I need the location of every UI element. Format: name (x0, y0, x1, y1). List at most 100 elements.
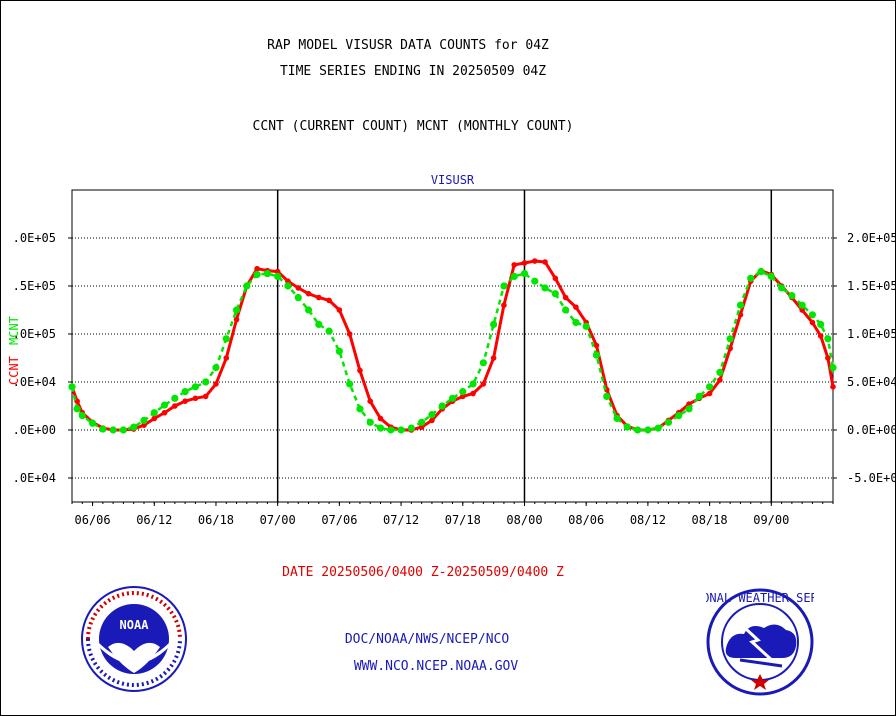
y-tick-label-left: .0E+04 (13, 375, 56, 389)
data-point-mcnt (777, 284, 786, 292)
data-point-mcnt (119, 426, 128, 434)
data-point-ccnt (490, 355, 497, 361)
data-point-ccnt (305, 290, 312, 297)
data-point-mcnt (222, 335, 230, 343)
noaa-logo-text: NOAA (120, 618, 150, 632)
x-tick-label: 09/00 (753, 513, 789, 527)
data-point-ccnt (531, 258, 538, 264)
x-tick-label: 06/12 (136, 513, 172, 527)
x-tick-label: 07/18 (445, 513, 481, 527)
data-point-ccnt (717, 377, 723, 383)
data-point-mcnt (284, 282, 292, 290)
data-point-mcnt (304, 306, 313, 314)
website-url: WWW.NCO.NCEP.NOAA.GOV (353, 659, 519, 674)
data-point-ccnt (274, 268, 281, 275)
x-tick-label: 08/12 (630, 513, 666, 527)
data-point-mcnt (623, 423, 631, 431)
data-point-mcnt (418, 418, 426, 426)
data-point-mcnt (824, 335, 832, 343)
left-axis-label-ccnt: CCNT (7, 356, 21, 385)
plot-area (71, 189, 834, 503)
data-point-ccnt (429, 417, 435, 424)
y-tick-label-left: .0E+05 (13, 327, 56, 341)
chart-title-line1: RAP MODEL VISUSR DATA COUNTS for 04Z (267, 38, 549, 53)
data-point-mcnt (232, 306, 241, 314)
data-point-ccnt (336, 307, 343, 313)
y-tick-label-right: 0.0E+00 (847, 423, 896, 437)
data-point-mcnt (808, 311, 817, 319)
data-point-mcnt (315, 320, 323, 328)
data-point-ccnt (552, 275, 559, 282)
data-point-ccnt (172, 403, 178, 409)
data-point-ccnt (326, 297, 332, 304)
data-point-ccnt (562, 294, 569, 301)
data-point-mcnt (171, 394, 179, 402)
data-point-mcnt (212, 364, 220, 372)
data-point-ccnt (151, 415, 158, 422)
data-point-mcnt (603, 392, 611, 400)
data-point-ccnt (141, 422, 147, 429)
date-range-label: DATE 20250506/0400 Z-20250509/0400 Z (282, 565, 564, 580)
data-point-ccnt (593, 342, 600, 349)
data-point-mcnt (695, 392, 703, 400)
data-point-ccnt (573, 304, 579, 310)
data-point-mcnt (274, 272, 282, 280)
data-point-mcnt (675, 412, 683, 420)
data-point-mcnt (767, 272, 775, 280)
data-point-mcnt (562, 306, 570, 314)
data-point-ccnt (830, 384, 836, 390)
data-point-mcnt (459, 388, 467, 396)
data-point-mcnt (829, 364, 837, 372)
data-point-ccnt (377, 415, 384, 422)
data-point-ccnt (254, 265, 260, 272)
x-tick-label: 06/06 (75, 513, 111, 527)
data-point-mcnt (798, 301, 806, 309)
data-point-mcnt (130, 423, 138, 431)
data-point-mcnt (716, 368, 724, 376)
x-tick-label: 07/12 (383, 513, 419, 527)
x-tick-label: 07/06 (321, 513, 357, 527)
data-point-mcnt (736, 301, 745, 309)
data-point-ccnt (542, 259, 548, 265)
data-point-mcnt (88, 419, 97, 427)
y-tick-label-left: .0E+04 (13, 471, 56, 485)
data-point-mcnt (346, 380, 354, 388)
data-point-ccnt (799, 307, 805, 313)
y-tick-label-right: 5.0E+04 (847, 375, 896, 389)
data-point-mcnt (520, 269, 529, 278)
y-tick-label-left: .5E+05 (13, 279, 56, 293)
y-tick-label-right: 2.0E+05 (847, 231, 896, 245)
data-point-mcnt (551, 290, 559, 298)
data-point-ccnt (480, 381, 487, 387)
data-point-mcnt (407, 424, 415, 432)
chart-svg: VISUSR .0E+04 -5.0E+04 .0E+00 0.0E+00 .0E+04 5… (7, 173, 896, 527)
data-point-mcnt (448, 394, 457, 402)
y-tick-label-right: 1.5E+05 (847, 279, 896, 293)
nws-logo: NATIONAL WEATHER SERVICE (706, 588, 814, 696)
data-point-mcnt (726, 335, 734, 343)
data-point-mcnt (387, 426, 395, 434)
data-point-ccnt (501, 302, 507, 309)
data-point-ccnt (418, 424, 425, 430)
data-point-ccnt (470, 390, 476, 397)
data-point-ccnt (706, 390, 713, 397)
x-tick-label: 08/06 (568, 513, 604, 527)
data-point-mcnt (68, 383, 76, 391)
data-point-mcnt (747, 274, 755, 282)
data-point-ccnt (346, 331, 353, 337)
data-point-ccnt (521, 260, 528, 266)
data-point-mcnt (788, 292, 796, 300)
data-point-ccnt (357, 367, 363, 374)
org-line: DOC/NOAA/NWS/NCEP/NCO (344, 632, 510, 647)
data-point-mcnt (500, 282, 508, 290)
data-point-mcnt (243, 282, 251, 290)
data-point-mcnt (705, 383, 714, 391)
data-point-ccnt (295, 285, 302, 291)
data-point-ccnt (316, 294, 322, 301)
data-point-ccnt (213, 381, 219, 387)
data-point-ccnt (182, 398, 188, 405)
chart-title-line2: TIME SERIES ENDING IN 20250509 04Z (279, 64, 547, 79)
chart-series-title: VISUSR (431, 173, 475, 187)
data-point-ccnt (161, 409, 168, 416)
data-point-mcnt (366, 418, 374, 426)
